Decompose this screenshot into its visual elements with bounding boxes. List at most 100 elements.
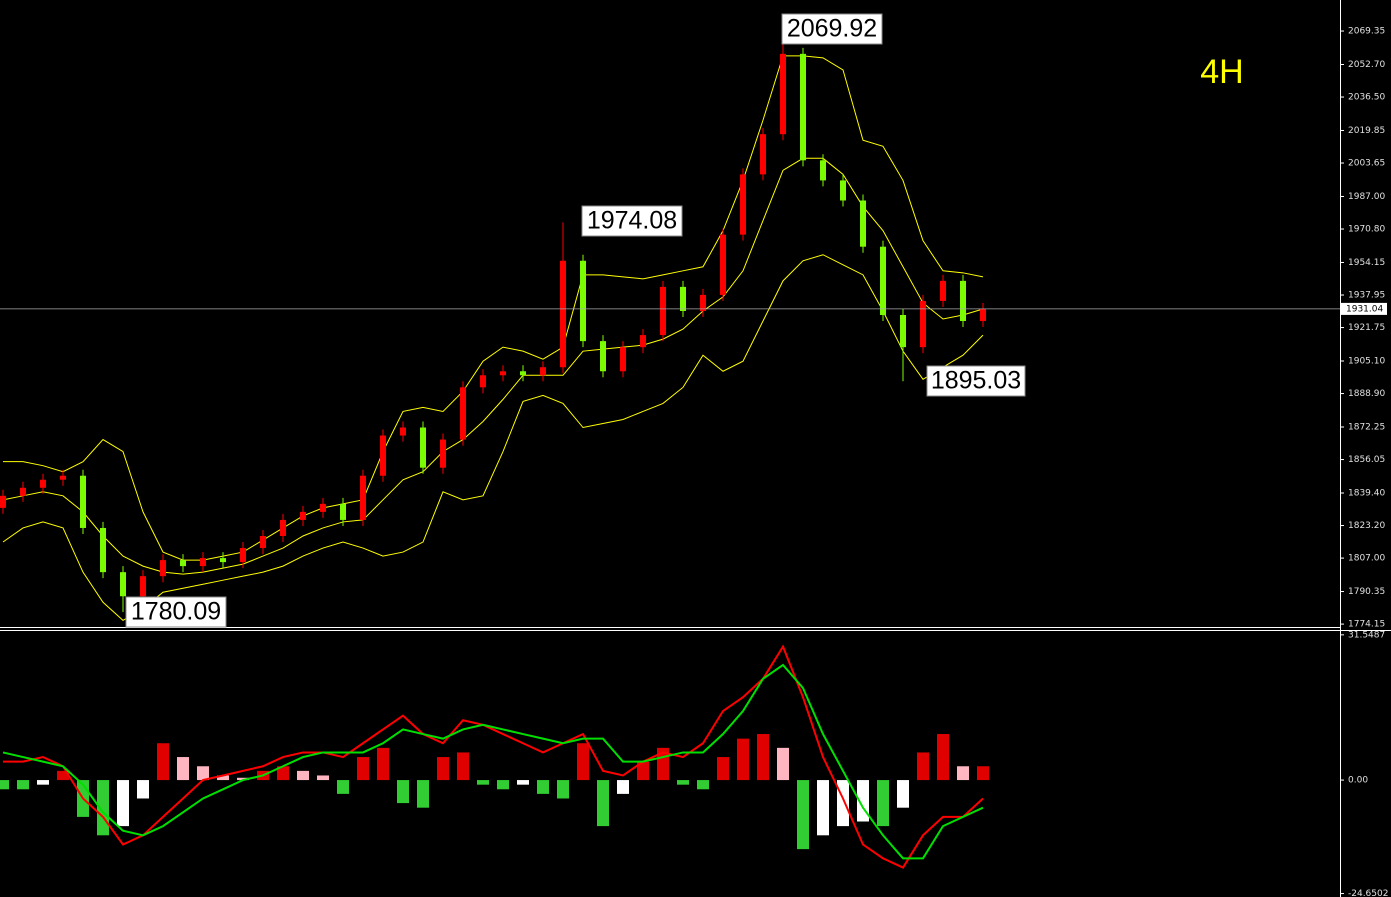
candle-body [500,371,506,376]
candle-body [180,560,186,567]
annotation-box [581,205,683,237]
candle-body [100,527,106,573]
candle-body [320,503,326,512]
histogram-bar [557,780,569,799]
candle-body [260,535,266,549]
candle-body [220,558,226,563]
candle-body [920,300,926,348]
candle-body [40,479,46,488]
y-tick-label: 31.5487 [1348,630,1385,640]
candle-body [420,427,426,468]
histogram-bar [277,766,289,781]
histogram-bar [797,780,809,850]
histogram-bar [157,743,169,781]
candle-body [960,280,966,322]
y-tick-label: 1987.00 [1348,192,1385,202]
histogram-bar [637,761,649,781]
y-tick-label: 2036.50 [1348,93,1385,103]
histogram-bar [437,757,449,781]
line [3,55,984,561]
y-tick-label: 0.00 [1348,776,1368,786]
histogram-bar [37,780,49,785]
candle-body [60,475,66,480]
candle-body [940,280,946,301]
y-tick-label: 1954.15 [1348,258,1385,268]
candle-body [860,200,866,247]
y-tick-label: 1937.95 [1348,291,1385,301]
candle-body [200,558,206,567]
candle-body [280,519,286,536]
candle-body [840,180,846,201]
candle-body [900,315,906,348]
histogram-bar [517,780,529,785]
candle-body [340,503,346,520]
line [3,644,984,869]
y-tick-label: 1872.25 [1348,423,1385,433]
candle-body [740,174,746,235]
candle-body [820,160,826,181]
candle-body [120,572,126,597]
y-tick-label: 1856.05 [1348,455,1385,465]
y-tick-label: 1888.90 [1348,389,1385,399]
histogram-bar [237,777,249,781]
timeframe-label: 4H [1200,53,1243,91]
y-tick-label: 1970.80 [1348,225,1385,235]
histogram-bar [697,780,709,790]
current-price-box [1341,302,1387,315]
candle-body [640,335,646,348]
histogram-bar [877,780,889,827]
histogram-bar [617,780,629,794]
histogram-bar [317,775,329,781]
y-tick-label: 1905.10 [1348,357,1385,367]
candle-body [80,475,86,528]
candle-body [160,560,166,577]
histogram-bar [357,757,369,781]
histogram-bar [57,770,69,781]
histogram-bar [837,780,849,827]
candle-body [20,487,26,496]
histogram-bar [0,780,9,790]
y-tick-label: 1823.20 [1348,521,1385,531]
candle-body [440,439,446,468]
candle-body [760,134,766,175]
histogram-bar [337,780,349,794]
histogram-bar [397,780,409,804]
line [2,254,984,621]
histogram-bar [917,752,929,781]
annotation: 1974.08 [587,207,677,235]
histogram-bar [817,780,829,836]
histogram-bar [17,780,29,790]
candle-body [460,387,466,440]
histogram-bar [377,747,389,781]
annotation-box [926,365,1026,397]
candle-body [620,347,626,372]
histogram-bar [937,734,949,781]
histogram-bar [537,780,549,794]
histogram-bar [417,780,429,808]
candle-body [680,286,686,311]
histogram-bar [597,780,609,827]
candle-body [380,435,386,476]
candle-body [660,286,666,336]
candle-body [580,260,586,342]
y-tick-label: 2052.70 [1348,60,1385,70]
y-tick-label: 1921.75 [1348,323,1385,333]
candle-body [300,511,306,520]
histogram-bar [137,780,149,799]
candle-body [140,576,146,597]
candle-body [400,427,406,436]
current-price-label: 1931.04 [1346,304,1383,314]
candle-body [700,294,706,311]
histogram-bar [197,766,209,781]
histogram-bar [217,775,229,781]
histogram-bar [297,770,309,781]
y-tick-label: 2069.35 [1348,27,1385,37]
candle-body [520,371,526,376]
candle-body [360,475,366,520]
candle-body [800,53,806,161]
annotation: 2069.92 [787,15,877,43]
histogram-bar [757,734,769,781]
histogram-bar [677,780,689,785]
